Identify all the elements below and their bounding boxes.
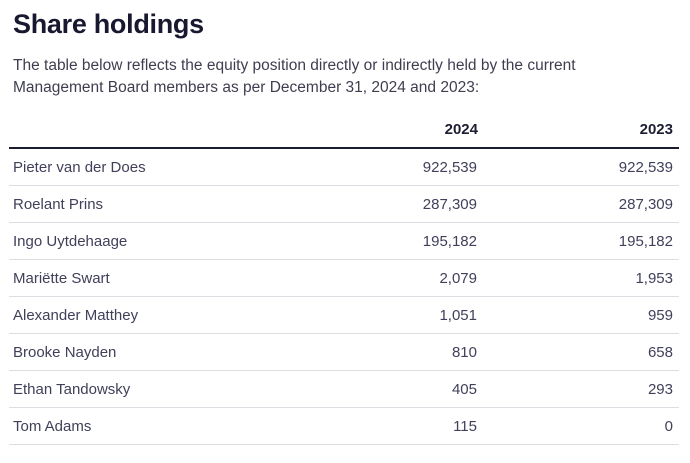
shares-2023-cell: 293 xyxy=(478,370,679,408)
table-row: Pieter van der Does 922,539 922,539 xyxy=(9,148,679,186)
table-row: Ethan Tandowsky 405 293 xyxy=(9,370,679,408)
table-header-row: 2024 2023 xyxy=(9,121,679,149)
intro-paragraph: The table below reflects the equity posi… xyxy=(13,57,576,96)
member-name-cell: Roelant Prins xyxy=(9,185,317,223)
table-row: Brooke Nayden 810 658 xyxy=(9,333,679,371)
member-name-cell: Mariëtte Swart xyxy=(9,259,317,297)
shares-2023-cell: 658 xyxy=(478,333,679,371)
member-column-header xyxy=(9,121,317,149)
shares-2024-cell: 810 xyxy=(317,333,478,371)
member-name-cell: Ingo Uytdehaage xyxy=(9,222,317,260)
shares-2024-cell: 2,079 xyxy=(317,259,478,297)
shares-2024-cell: 405 xyxy=(317,370,478,408)
shares-2023-cell: 287,309 xyxy=(478,185,679,223)
member-name-cell: Ethan Tandowsky xyxy=(9,370,317,408)
shares-2023-cell: 1,953 xyxy=(478,259,679,297)
member-name-cell: Brooke Nayden xyxy=(9,333,317,371)
table-row: Roelant Prins 287,309 287,309 xyxy=(9,185,679,223)
shares-2023-cell: 959 xyxy=(478,296,679,334)
report-page: Share holdings The table below reflects … xyxy=(9,9,679,445)
shares-2024-cell: 922,539 xyxy=(317,148,478,186)
year-2024-column-header: 2024 xyxy=(317,121,478,149)
shares-2024-cell: 1,051 xyxy=(317,296,478,334)
shares-2023-cell: 195,182 xyxy=(478,222,679,260)
shares-2024-cell: 195,182 xyxy=(317,222,478,260)
member-name-cell: Alexander Matthey xyxy=(9,296,317,334)
table-row: Ingo Uytdehaage 195,182 195,182 xyxy=(9,222,679,260)
member-name-cell: Pieter van der Does xyxy=(9,148,317,186)
share-holdings-table: 2024 2023 Pieter van der Does 922,539 92… xyxy=(9,121,679,445)
page-title: Share holdings xyxy=(13,9,204,39)
shares-2023-cell: 0 xyxy=(478,407,679,445)
member-name-cell: Tom Adams xyxy=(9,407,317,445)
shares-2024-cell: 115 xyxy=(317,407,478,445)
shares-2023-cell: 922,539 xyxy=(478,148,679,186)
table-row: Alexander Matthey 1,051 959 xyxy=(9,296,679,334)
shares-2024-cell: 287,309 xyxy=(317,185,478,223)
table-row: Mariëtte Swart 2,079 1,953 xyxy=(9,259,679,297)
year-2023-column-header: 2023 xyxy=(478,121,679,149)
table-row: Tom Adams 115 0 xyxy=(9,407,679,445)
